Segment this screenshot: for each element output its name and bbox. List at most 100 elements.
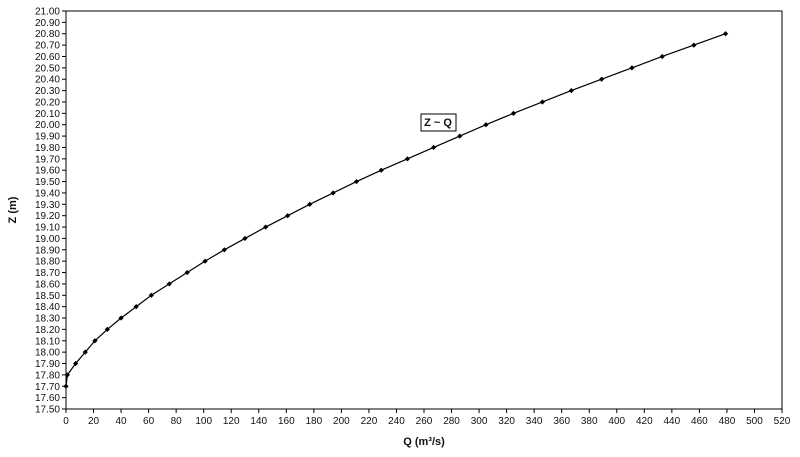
x-tick-label: 260 <box>416 416 433 427</box>
series-line <box>65 33 726 387</box>
y-tick-label: 19.90 <box>35 132 60 143</box>
x-tick-label: 320 <box>498 416 515 427</box>
x-tick-label: 0 <box>63 416 69 427</box>
y-tick-label: 20.10 <box>35 109 60 120</box>
data-point <box>92 338 98 344</box>
x-tick-label: 280 <box>443 416 460 427</box>
y-tick-label: 19.40 <box>35 188 60 199</box>
x-tick-label: 220 <box>361 416 378 427</box>
y-tick-label: 17.50 <box>35 405 60 416</box>
y-tick-label: 20.50 <box>35 63 60 74</box>
data-point <box>568 88 574 94</box>
data-point <box>166 281 172 287</box>
legend: Z ~ Q <box>420 113 457 132</box>
y-tick-label: 18.00 <box>35 348 60 359</box>
x-tick-label: 500 <box>746 416 763 427</box>
x-tick-label: 60 <box>143 416 155 427</box>
data-point <box>629 65 635 71</box>
data-point <box>202 258 208 264</box>
x-tick-label: 240 <box>388 416 405 427</box>
y-tick-label: 21.00 <box>35 7 60 18</box>
data-point <box>221 247 227 253</box>
y-tick-label: 18.40 <box>35 302 60 313</box>
y-tick-label: 18.20 <box>35 325 60 336</box>
data-point <box>510 110 517 116</box>
data-point <box>285 213 291 219</box>
data-point <box>73 360 79 367</box>
y-tick-label: 19.70 <box>35 154 60 165</box>
y-axis-ticks: 17.5017.6017.7017.8017.9018.0018.1018.20… <box>35 7 66 416</box>
y-tick-label: 17.90 <box>35 359 60 370</box>
y-tick-label: 20.70 <box>35 41 60 52</box>
x-tick-label: 180 <box>306 416 323 427</box>
x-tick-label: 300 <box>471 416 488 427</box>
x-tick-label: 520 <box>774 416 791 427</box>
y-tick-label: 18.70 <box>35 268 60 279</box>
data-point <box>691 42 697 48</box>
y-tick-label: 18.90 <box>35 245 60 256</box>
x-tick-label: 200 <box>333 416 350 427</box>
y-tick-label: 18.50 <box>35 291 60 302</box>
y-tick-label: 17.60 <box>35 393 60 404</box>
y-tick-label: 19.00 <box>35 234 60 245</box>
y-tick-label: 18.80 <box>35 257 60 268</box>
x-tick-label: 460 <box>691 416 708 427</box>
data-point <box>431 144 437 151</box>
x-tick-label: 160 <box>278 416 295 427</box>
y-tick-label: 19.10 <box>35 223 60 234</box>
x-tick-label: 480 <box>719 416 736 427</box>
x-tick-label: 40 <box>116 416 128 427</box>
y-tick-label: 20.20 <box>35 97 60 108</box>
data-point <box>539 99 546 105</box>
y-tick-label: 19.30 <box>35 200 60 211</box>
y-tick-label: 20.80 <box>35 29 60 40</box>
x-tick-label: 440 <box>664 416 681 427</box>
data-point <box>353 178 360 185</box>
x-tick-label: 80 <box>171 416 183 427</box>
data-point <box>133 304 139 310</box>
data-point <box>148 292 154 298</box>
y-tick-label: 17.70 <box>35 382 60 393</box>
y-tick-label: 20.90 <box>35 18 60 29</box>
legend-label: Z ~ Q <box>424 117 452 129</box>
x-tick-label: 120 <box>223 416 240 427</box>
y-tick-label: 19.50 <box>35 177 60 188</box>
data-point <box>118 315 124 321</box>
data-point <box>184 269 190 276</box>
plot-area-border <box>65 10 783 410</box>
y-tick-label: 20.30 <box>35 86 60 97</box>
data-point <box>104 326 110 332</box>
y-axis-title: Z (m) <box>7 196 19 223</box>
data-point <box>722 31 729 37</box>
x-tick-label: 100 <box>195 416 212 427</box>
x-tick-label: 380 <box>581 416 598 427</box>
data-point <box>263 224 269 230</box>
series-markers <box>63 31 729 389</box>
x-axis-title: Q (m³/s) <box>403 436 445 448</box>
x-tick-label: 420 <box>636 416 653 427</box>
y-tick-label: 19.80 <box>35 143 60 154</box>
y-tick-label: 18.10 <box>35 336 60 347</box>
data-point <box>82 349 88 355</box>
data-point <box>659 53 665 60</box>
data-point <box>483 122 489 128</box>
x-tick-label: 140 <box>250 416 267 427</box>
y-tick-label: 20.40 <box>35 75 60 86</box>
y-tick-label: 20.00 <box>35 120 60 131</box>
y-tick-label: 18.60 <box>35 279 60 290</box>
data-point <box>457 133 463 139</box>
data-point <box>307 201 313 207</box>
x-tick-label: 340 <box>526 416 543 427</box>
data-point <box>599 76 605 82</box>
data-point <box>64 372 70 378</box>
data-point <box>404 156 411 162</box>
legend-box <box>420 113 457 132</box>
data-point <box>378 167 384 173</box>
x-tick-label: 400 <box>608 416 625 427</box>
data-point <box>242 235 248 242</box>
y-tick-label: 20.60 <box>35 52 60 63</box>
y-tick-label: 18.30 <box>35 314 60 325</box>
data-point <box>63 383 69 389</box>
